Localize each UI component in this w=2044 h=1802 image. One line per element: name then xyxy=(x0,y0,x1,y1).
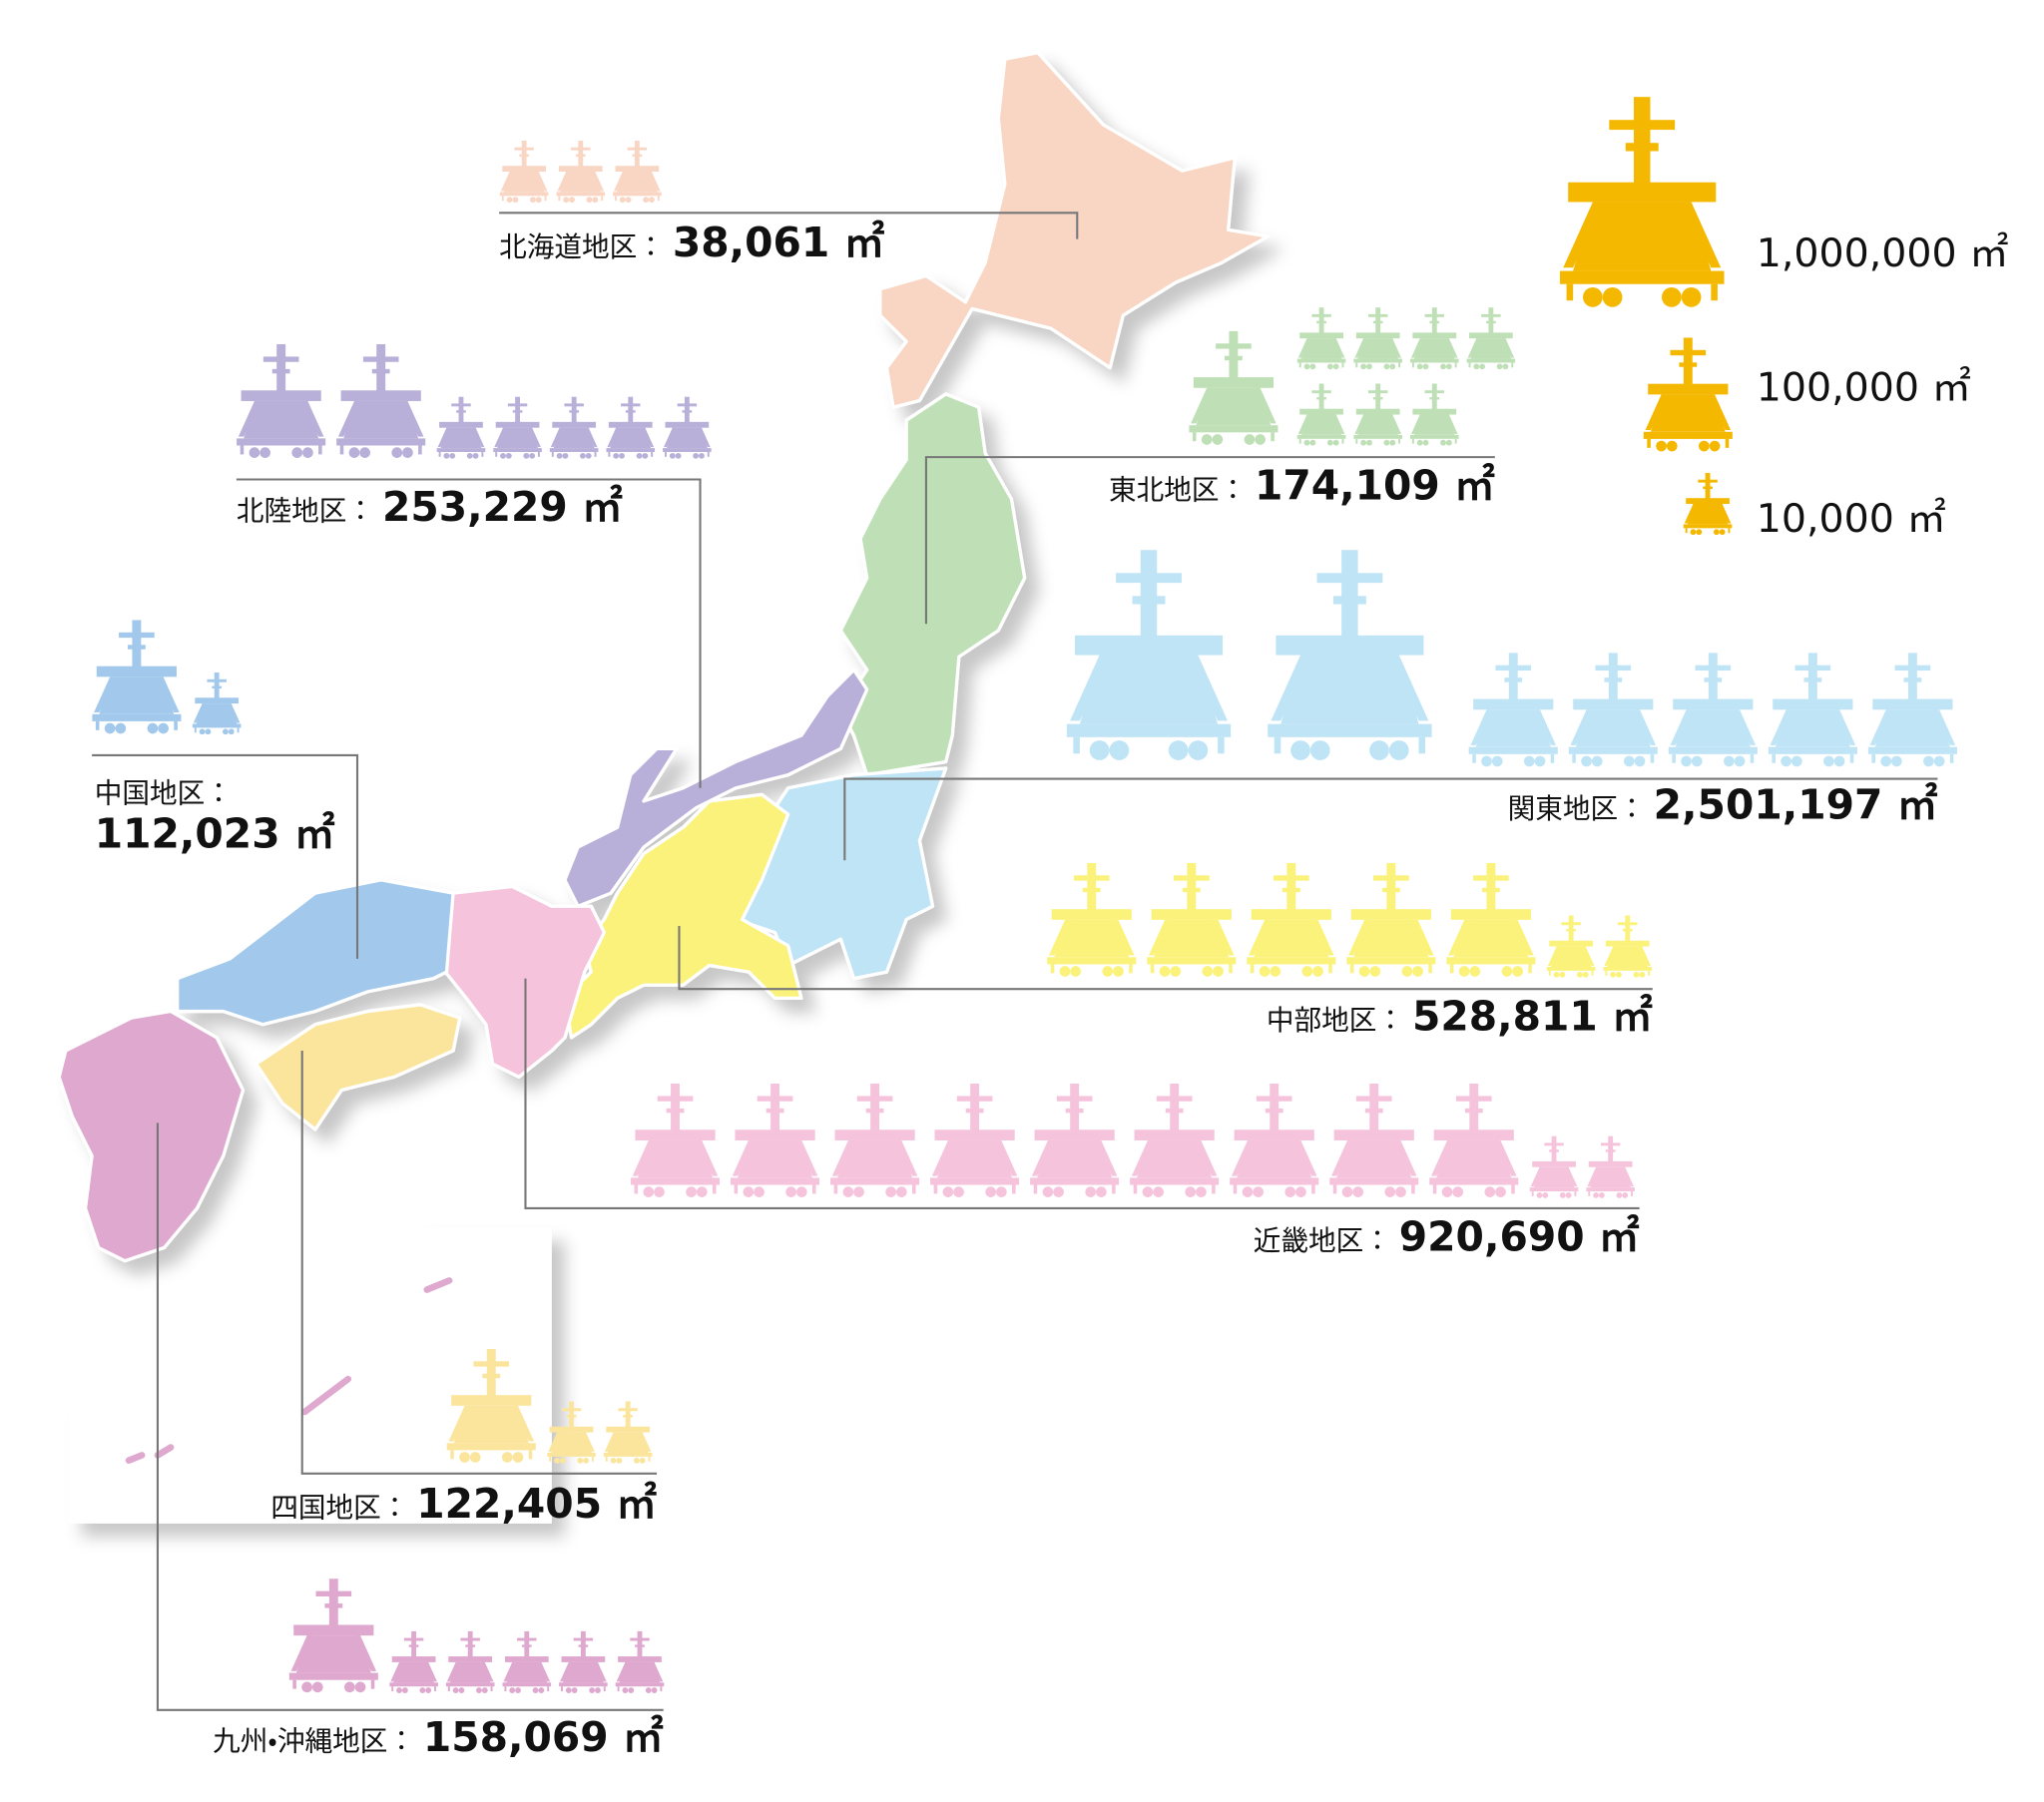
pictogram-icon xyxy=(559,1630,608,1694)
pictogram-icon xyxy=(1643,337,1733,452)
pictogram-icon xyxy=(1030,1083,1120,1197)
region-name: 四国地区： xyxy=(270,1491,408,1524)
pictogram-icon xyxy=(930,1083,1020,1197)
pictogram-icon xyxy=(1867,653,1957,767)
region-value: 122,405 ㎡ xyxy=(416,1480,657,1528)
region-value: 253,229 ㎡ xyxy=(382,483,623,531)
region-shape xyxy=(563,668,869,908)
region-shape xyxy=(57,1009,246,1263)
pictogram-icon xyxy=(1668,653,1758,767)
pictogram-icon xyxy=(613,140,662,204)
pictogram-icon xyxy=(1230,1083,1319,1197)
region-value: 112,023 ㎡ xyxy=(95,810,335,858)
pictogram-icon xyxy=(1429,1083,1519,1197)
pictogram-icon xyxy=(336,343,426,458)
leader-line xyxy=(236,478,702,788)
region-value: 2,501,197 ㎡ xyxy=(1654,781,1938,829)
region-shape xyxy=(838,392,1027,777)
pictogram-icon xyxy=(556,140,606,204)
pictogram-icon xyxy=(615,1630,665,1694)
leader-line xyxy=(92,753,359,959)
region-value: 38,061 ㎡ xyxy=(673,219,885,266)
pictogram-icon xyxy=(92,620,182,734)
leader-line xyxy=(300,1051,658,1475)
region-shape xyxy=(563,792,803,1040)
pictogram-icon xyxy=(1768,653,1857,767)
region-value: 158,069 ㎡ xyxy=(423,1713,664,1761)
pictogram-icon xyxy=(1346,862,1436,977)
region-name: 中部地区： xyxy=(1267,1004,1404,1037)
pictogram-icon xyxy=(445,1630,495,1694)
pictogram-icon xyxy=(1147,862,1237,977)
japan-map xyxy=(57,51,1270,1524)
pictogram-icon xyxy=(1466,307,1516,370)
legend-label: 1,000,000 ㎡ xyxy=(1757,230,2009,276)
pictogram-icon xyxy=(830,1083,920,1197)
legend-label: 100,000 ㎡ xyxy=(1757,365,1971,411)
leader-line xyxy=(499,212,1079,239)
inset-frame xyxy=(68,1227,552,1524)
leader-line xyxy=(843,777,1938,861)
leader-line xyxy=(678,926,1653,991)
region-value: 528,811 ㎡ xyxy=(1412,992,1653,1040)
pictogram-icon xyxy=(389,1630,438,1694)
pictogram-icon xyxy=(1568,653,1658,767)
pictogram-icon xyxy=(1329,1083,1419,1197)
pictogram-icon xyxy=(1268,550,1432,760)
pictogram-icon xyxy=(237,343,326,458)
region-shape xyxy=(878,51,1270,409)
pictogram-icon xyxy=(1446,862,1536,977)
pictogram-icon xyxy=(1546,915,1596,978)
region-name: 近畿地区： xyxy=(1254,1224,1391,1257)
pictogram-icon xyxy=(499,140,549,204)
region-shape xyxy=(438,884,607,1080)
pictogram-icon xyxy=(1683,472,1733,536)
leader-line xyxy=(524,978,1640,1210)
pictogram-icon xyxy=(1189,330,1278,445)
pictogram-icon xyxy=(731,1083,820,1197)
pictogram-icon xyxy=(192,672,242,735)
region-name: 北陸地区： xyxy=(237,494,374,527)
pictogram-icon xyxy=(288,1578,378,1693)
pictogram-icon xyxy=(1559,97,1725,307)
pictogram-icon xyxy=(1247,862,1336,977)
pictogram-icon xyxy=(547,1401,596,1464)
pictogram-icon xyxy=(1296,307,1346,370)
region-name: 東北地区： xyxy=(1109,473,1247,506)
pictogram-icon xyxy=(1468,653,1558,767)
region-name: 九州・沖縄地区： xyxy=(213,1725,415,1758)
pictogram-icon xyxy=(1130,1083,1220,1197)
pictogram-icon xyxy=(1296,383,1346,446)
pictogram-icon xyxy=(1409,307,1459,370)
pictogram-icon xyxy=(630,1083,721,1197)
pictogram-icon xyxy=(1353,383,1402,446)
leader-line xyxy=(156,1123,664,1711)
pictogram-icon xyxy=(603,1401,653,1464)
region-name: 関東地区： xyxy=(1508,792,1646,825)
legend-label: 10,000 ㎡ xyxy=(1757,496,1946,542)
pictogram-icon xyxy=(1047,862,1137,977)
pictogram-icon xyxy=(493,396,542,459)
pictogram-icon xyxy=(1353,307,1402,370)
region-name: 中国地区： xyxy=(95,776,233,809)
region-shape xyxy=(255,1003,462,1131)
pictogram-icon xyxy=(1603,915,1653,978)
pictogram-icon xyxy=(663,396,712,459)
pictogram-icon xyxy=(502,1630,552,1694)
pictogram-icon xyxy=(1529,1135,1579,1198)
pictogram-icon xyxy=(1586,1135,1635,1198)
pictogram-icon xyxy=(1409,383,1459,446)
region-name: 北海道地区： xyxy=(499,230,665,263)
region-value: 174,109 ㎡ xyxy=(1255,462,1495,510)
leader-line xyxy=(924,456,1495,625)
region-value: 920,690 ㎡ xyxy=(1399,1213,1640,1261)
pictogram-icon xyxy=(1066,550,1232,760)
pictogram-icon xyxy=(436,396,486,459)
pictogram-icon xyxy=(549,396,599,459)
region-shape xyxy=(176,878,455,1027)
pictogram-icon xyxy=(606,396,656,459)
islands xyxy=(125,1277,453,1464)
